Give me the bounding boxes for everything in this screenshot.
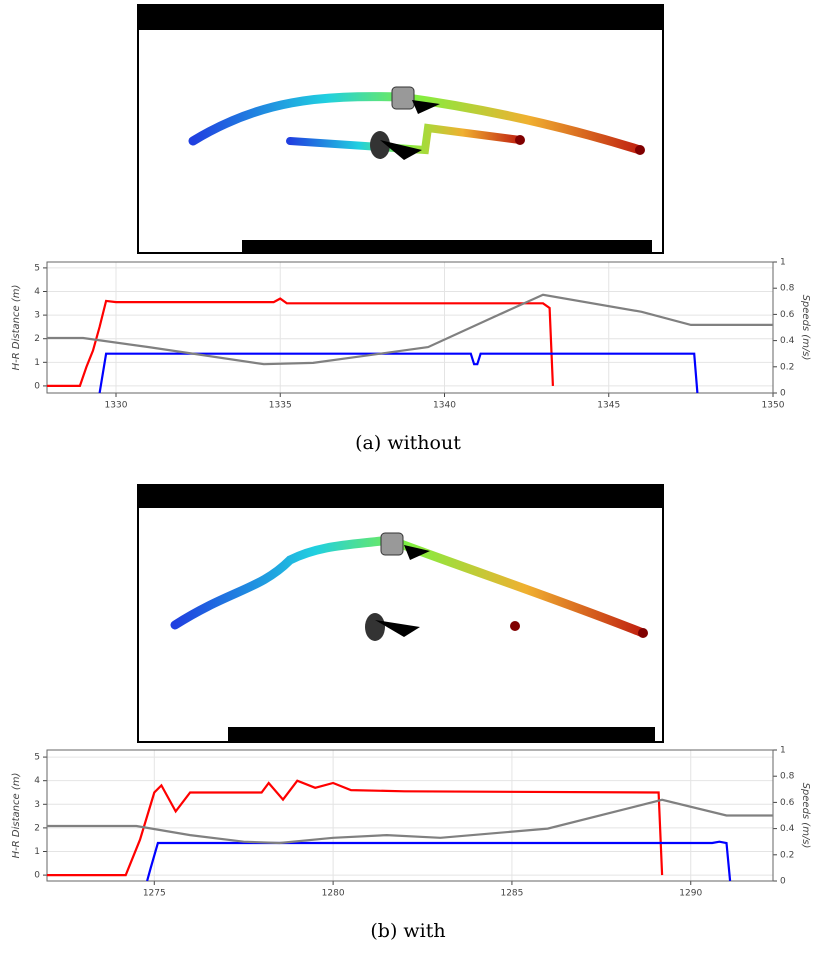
- y2-tick-label: 1: [780, 746, 786, 756]
- data-line: [47, 779, 664, 877]
- y2-tick-label: 0: [780, 389, 786, 399]
- y-tick-label: 0: [34, 381, 40, 391]
- data-line: [47, 293, 773, 366]
- x-tick-label: 1345: [597, 401, 620, 411]
- y-tick-label: 3: [34, 800, 40, 810]
- y-tick-label: 1: [34, 847, 40, 857]
- x-tick-label: 1350: [762, 401, 785, 411]
- y-tick-label: 1: [34, 358, 40, 368]
- trajectory-panel-a: [137, 4, 664, 254]
- y-tick-label: 2: [34, 823, 40, 833]
- y2-tick-label: 0.2: [780, 362, 794, 372]
- caption: (a) without: [355, 432, 461, 454]
- y2-tick-label: 0.6: [780, 798, 795, 808]
- y2-tick-label: 0.8: [780, 772, 795, 782]
- y2-tick-label: 0.6: [780, 310, 795, 320]
- plot-frame: [46, 749, 774, 882]
- y-tick-label: 4: [34, 776, 40, 786]
- x-tick-label: 1280: [322, 889, 345, 899]
- y-axis-label: H-R Distance (m): [11, 285, 22, 371]
- caption: (b) with: [370, 920, 445, 942]
- trajectory-panel-b: [137, 484, 664, 743]
- y-tick-label: 2: [34, 334, 40, 344]
- y2-tick-label: 0.4: [780, 336, 795, 346]
- y2-tick-label: 0: [780, 877, 786, 887]
- y2-tick-label: 1: [780, 258, 786, 268]
- y-tick-label: 5: [34, 263, 40, 273]
- x-tick-label: 1285: [500, 889, 523, 899]
- y2-tick-label: 0.4: [780, 824, 795, 834]
- plot-frame: [46, 261, 774, 394]
- x-tick-label: 1340: [433, 401, 456, 411]
- y2-axis-label: Speeds (m/s): [800, 783, 811, 849]
- y2-tick-label: 0.2: [780, 850, 794, 860]
- x-tick-label: 1275: [143, 889, 166, 899]
- x-tick-label: 1335: [269, 401, 292, 411]
- y-tick-label: 3: [34, 311, 40, 321]
- data-line: [146, 840, 732, 882]
- y2-tick-label: 0.8: [780, 284, 795, 294]
- y2-axis-label: Speeds (m/s): [800, 295, 811, 361]
- data-line: [47, 297, 554, 387]
- y-tick-label: 4: [34, 287, 40, 297]
- x-tick-label: 1290: [679, 889, 702, 899]
- y-axis-label: H-R Distance (m): [11, 773, 22, 859]
- x-tick-label: 1330: [105, 401, 128, 411]
- y-tick-label: 0: [34, 871, 40, 881]
- data-line: [47, 798, 773, 845]
- data-line: [98, 352, 699, 394]
- y-tick-label: 5: [34, 753, 40, 763]
